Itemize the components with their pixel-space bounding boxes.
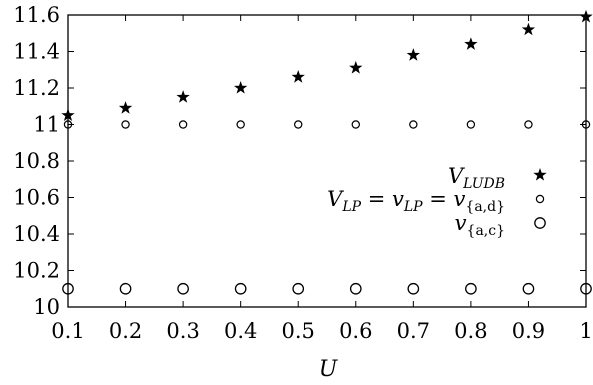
x-tick-label: 0.1 bbox=[51, 319, 84, 343]
legend-label-v-ludb: VLUDB bbox=[448, 164, 505, 192]
data-point-star bbox=[291, 70, 305, 83]
data-point-small-circle bbox=[63, 120, 73, 129]
x-tick-label: 1 bbox=[579, 319, 592, 343]
data-point-star bbox=[349, 60, 363, 74]
data-point-small-circle bbox=[524, 120, 533, 129]
data-point-large-circle bbox=[177, 282, 189, 295]
y-tick-label: 11.2 bbox=[13, 76, 60, 100]
y-tick-label: 10.4 bbox=[13, 222, 60, 246]
data-point-large-circle bbox=[292, 282, 305, 295]
data-marks bbox=[61, 9, 593, 295]
tick-group: 0.1 0.2 0.3 0.4 0.5 0.6 0.7 0.8 0.9 1 10 10.2 10.4 10… bbox=[13, 3, 592, 343]
data-point-star bbox=[521, 22, 536, 36]
legend-label-v-ac: v{a,c} bbox=[455, 211, 505, 239]
x-tick-label: 0.4 bbox=[224, 319, 257, 343]
data-point-small-circle bbox=[178, 120, 188, 129]
legend-key-star bbox=[533, 168, 547, 181]
x-tick-label: 0.2 bbox=[109, 319, 142, 343]
data-point-large-circle bbox=[234, 282, 247, 295]
data-point-small-circle bbox=[351, 120, 360, 129]
data-point-large-circle bbox=[465, 282, 477, 295]
legend-key-large-circle bbox=[534, 217, 546, 229]
y-tick-label: 10 bbox=[33, 295, 60, 319]
x-tick-label: 0.7 bbox=[397, 319, 430, 343]
data-point-small-circle bbox=[236, 120, 245, 129]
legend: VLUDB VLP = vLP = v{a,d} v{a,c} bbox=[327, 164, 547, 239]
data-point-large-circle bbox=[580, 282, 592, 295]
x-tick-label: 0.8 bbox=[454, 319, 487, 343]
data-point-star bbox=[176, 90, 190, 103]
data-point-large-circle bbox=[119, 282, 132, 295]
data-point-star bbox=[118, 101, 133, 114]
data-point-small-circle bbox=[294, 120, 303, 129]
data-point-large-circle bbox=[522, 282, 535, 295]
x-tick-label: 0.3 bbox=[166, 319, 199, 343]
x-axis-title: U bbox=[319, 357, 339, 382]
plot-frame bbox=[67, 14, 587, 308]
legend-key-small-circle bbox=[535, 194, 545, 204]
y-tick-label: 11.4 bbox=[13, 40, 60, 64]
y-tick-label: 10.6 bbox=[13, 186, 60, 210]
legend-label-v-lp: VLP = vLP = v{a,d} bbox=[327, 187, 505, 215]
data-point-large-circle bbox=[349, 282, 362, 295]
y-tick-label: 10.8 bbox=[13, 149, 60, 173]
data-point-small-circle bbox=[121, 120, 130, 129]
data-point-large-circle bbox=[407, 282, 420, 295]
x-tick-label: 0.6 bbox=[339, 319, 372, 343]
y-tick-label: 11.6 bbox=[13, 3, 60, 27]
data-point-star bbox=[406, 48, 420, 61]
x-tick-label: 0.9 bbox=[512, 319, 545, 343]
data-point-star bbox=[464, 37, 478, 50]
data-point-star bbox=[234, 81, 248, 94]
legend-keys bbox=[533, 168, 547, 229]
data-point-small-circle bbox=[409, 120, 418, 129]
data-point-large-circle bbox=[62, 282, 74, 295]
data-point-small-circle bbox=[581, 120, 591, 129]
plot-axes bbox=[67, 14, 587, 308]
data-point-star bbox=[579, 9, 593, 23]
x-tick-label: 0.5 bbox=[282, 319, 315, 343]
y-tick-label: 11 bbox=[33, 113, 60, 137]
y-tick-label: 10.2 bbox=[13, 259, 60, 283]
data-point-star bbox=[61, 108, 75, 122]
data-point-small-circle bbox=[466, 120, 476, 129]
